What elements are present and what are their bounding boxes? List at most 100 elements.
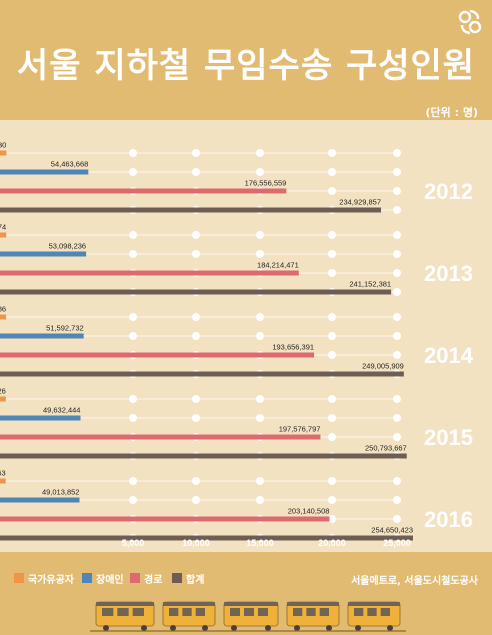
train-roof — [163, 602, 215, 606]
subway-train-icon — [90, 601, 406, 632]
grid-dot — [393, 477, 401, 485]
grid-dot — [256, 168, 264, 176]
grid-dot — [393, 231, 401, 239]
data-label: 184,214,471 — [257, 261, 299, 270]
train-wheel — [231, 625, 237, 631]
bar — [0, 232, 7, 238]
train-wheel — [141, 625, 147, 631]
grid-dot — [328, 477, 336, 485]
data-label: 3,839,674 — [0, 223, 6, 232]
grid-dot — [328, 149, 336, 157]
bar — [0, 478, 6, 484]
grid-dot — [328, 187, 336, 195]
chart-area: 3,909,630 54,463,668 176,556,559 234,929,85… — [0, 120, 492, 552]
grid-dot — [129, 149, 137, 157]
grid-dot — [328, 414, 336, 422]
data-label: 3,496,063 — [0, 469, 6, 478]
train-wheel — [170, 625, 176, 631]
bar — [0, 396, 6, 402]
train-window — [319, 608, 329, 616]
legend: 국가유공자 장애인 경로 합계 서울메트로, 서울도시철도공사 — [0, 552, 492, 602]
train-roof — [224, 602, 278, 606]
bar — [0, 150, 7, 156]
grid-dot — [393, 168, 401, 176]
grid-dot — [328, 496, 336, 504]
grid-dot — [129, 414, 137, 422]
grid-dot — [393, 351, 401, 359]
year-label: 2015 — [424, 425, 473, 450]
grid-dot — [256, 395, 264, 403]
grid-dot — [192, 496, 200, 504]
unit-label: (단위 : 명) — [425, 106, 478, 119]
data-label: 49,632,444 — [43, 406, 81, 415]
data-label: 234,929,857 — [339, 198, 381, 207]
data-label: 51,592,732 — [46, 324, 84, 333]
train-wheel — [202, 625, 208, 631]
grid-dot — [393, 250, 401, 258]
bar-chart: 3,909,630 54,463,668 176,556,559 234,929,85… — [0, 141, 474, 548]
grid-dot — [328, 250, 336, 258]
grid-dot — [256, 231, 264, 239]
train-wheel — [387, 625, 393, 631]
grid-dot — [393, 187, 401, 195]
footer — [0, 596, 492, 635]
grid-dot — [256, 496, 264, 504]
grid-dot — [393, 433, 401, 441]
grid-dot — [192, 168, 200, 176]
data-label: 176,556,559 — [245, 179, 287, 188]
train-window — [306, 608, 316, 616]
data-label: 54,463,668 — [51, 160, 89, 169]
grid-dot — [192, 395, 200, 403]
year-label: 2016 — [424, 507, 473, 532]
legend-item-disabled: 장애인 — [82, 572, 124, 586]
train-window — [195, 608, 205, 616]
grid-dot — [129, 231, 137, 239]
x-tick-label: 5,000 — [122, 538, 145, 548]
grid-dot — [192, 477, 200, 485]
grid-dot — [256, 477, 264, 485]
grid-dot — [393, 496, 401, 504]
x-tick-label: 20,000 — [318, 538, 346, 548]
data-label: 254,650,423 — [371, 526, 413, 535]
grid-dot — [256, 250, 264, 258]
grid-dot — [192, 250, 200, 258]
legend-label: 장애인 — [96, 574, 124, 586]
legend-label: 합계 — [186, 574, 205, 586]
legend-swatch — [130, 573, 140, 583]
train-window — [169, 608, 179, 616]
grid-dot — [393, 288, 401, 296]
bar — [0, 352, 315, 358]
grid-dot — [192, 149, 200, 157]
grid-dot — [393, 414, 401, 422]
train-wheel — [103, 625, 109, 631]
bar — [0, 535, 413, 541]
logo-icon — [458, 9, 482, 35]
train-wheel — [294, 625, 300, 631]
source-note: 서울메트로, 서울도시철도공사 — [351, 576, 478, 587]
grid-dot — [328, 395, 336, 403]
legend-item-veterans: 국가유공자 — [14, 572, 74, 586]
legend-item-total: 합계 — [172, 572, 205, 586]
grid-dot — [192, 313, 200, 321]
year-label: 2014 — [424, 343, 474, 368]
bar — [0, 289, 392, 295]
train-wheel — [326, 625, 332, 631]
grid-dot — [129, 496, 137, 504]
train-wheel — [265, 625, 271, 631]
data-label: 250,793,667 — [365, 444, 407, 453]
bar — [0, 314, 7, 320]
bar — [0, 497, 80, 503]
x-tick-label: 25,000 — [383, 538, 411, 548]
train-roof — [96, 602, 154, 606]
data-label: 53,098,236 — [49, 242, 87, 251]
legend-item-elderly: 경로 — [130, 572, 162, 586]
bar — [0, 188, 287, 194]
grid-dot — [328, 269, 336, 277]
bar — [0, 251, 87, 257]
grid-dot — [129, 332, 137, 340]
grid-dot — [256, 414, 264, 422]
grid-dot — [328, 515, 336, 523]
grid-dot — [393, 515, 401, 523]
year-label: 2013 — [424, 261, 473, 286]
train-window — [117, 608, 129, 616]
